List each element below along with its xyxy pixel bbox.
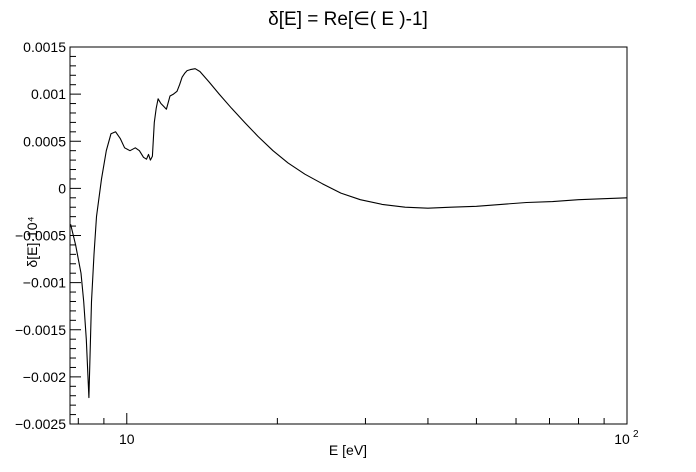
y-tick-label: −0.0025 xyxy=(15,416,66,432)
y-tick-labels: 0.0015 0.001 0.0005 0 −0.0005 −0.001 −0.0015 −0… xyxy=(15,39,66,432)
y-tick-label: −0.0015 xyxy=(15,322,66,338)
x-tick-exponent: 2 xyxy=(633,429,639,440)
y-tick-label: −0.001 xyxy=(23,275,66,291)
y-axis-title: δ[E]·10⁴ xyxy=(24,216,40,267)
x-tick-label: 10 xyxy=(614,431,630,447)
y-tick-label: 0.0015 xyxy=(23,39,66,55)
x-axis-title: E [eV] xyxy=(329,442,367,458)
y-tick-label: 0.0005 xyxy=(23,133,66,149)
y-tick-label: 0.001 xyxy=(31,86,66,102)
x-tick-labels: 10 10 2 xyxy=(119,429,639,447)
chart-title: δ[E] = Re[∈( E )-1] xyxy=(268,9,428,30)
y-tick-label: −0.002 xyxy=(23,369,66,385)
plot-frame xyxy=(69,46,628,425)
y-tick-label: 0 xyxy=(58,180,66,196)
axis-ticks xyxy=(70,46,628,425)
y-tick-label: −0.0005 xyxy=(15,228,66,244)
series-line xyxy=(70,68,628,399)
x-tick-label: 10 xyxy=(119,431,135,447)
